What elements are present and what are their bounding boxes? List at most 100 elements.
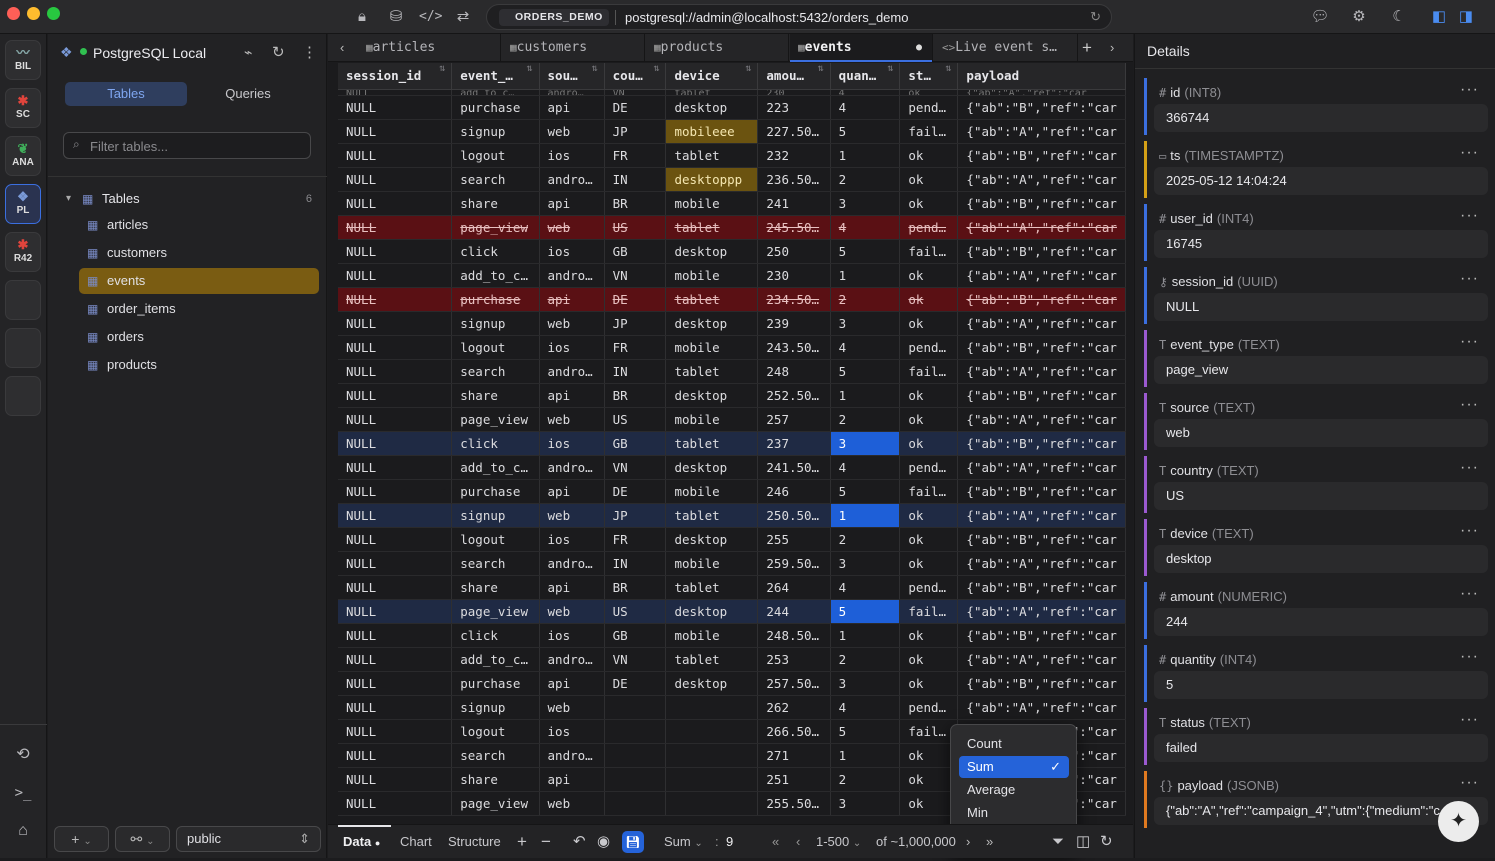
table-row[interactable]: NULL add_to_c… andro… VN tablet 253 2 ok {"ab":"… <box>338 647 1126 672</box>
table-cell[interactable]: US <box>604 407 667 432</box>
tab-queries[interactable]: Queries <box>225 86 271 101</box>
sidebar-table-products[interactable]: ▦ products <box>79 352 319 378</box>
table-cell[interactable]: tablet <box>665 575 759 600</box>
sidebar-table-order-items[interactable]: ▦ order_items <box>79 296 319 322</box>
table-row[interactable]: NULL page_view web US desktop 244 5 fail… {"ab":… <box>338 599 1126 624</box>
table-cell[interactable]: {"ab":"A","ref":"car <box>957 311 1126 336</box>
more-icon[interactable]: ··· <box>1460 207 1479 224</box>
table-cell[interactable]: {"ab":"A","ref":"car <box>957 599 1126 624</box>
table-cell[interactable]: ok <box>899 263 959 288</box>
maximize-window-button[interactable] <box>47 7 60 20</box>
table-cell[interactable]: tablet <box>665 287 759 312</box>
table-cell[interactable]: DE <box>604 671 667 696</box>
more-icon[interactable]: ··· <box>1460 459 1479 476</box>
sort-icon[interactable]: ⇅ <box>439 63 446 74</box>
schema-select[interactable]: public ⇕ <box>176 826 321 852</box>
table-cell[interactable]: click <box>451 239 540 264</box>
table-cell[interactable]: andro… <box>539 359 605 384</box>
table-row[interactable]: NULL purchase api DE desktop 223 4 pend… {"ab":"… <box>338 95 1126 120</box>
table-cell[interactable]: mobile <box>665 479 759 504</box>
field-value[interactable]: failed <box>1154 734 1488 762</box>
more-icon[interactable]: ··· <box>1460 522 1479 539</box>
table-cell[interactable]: GB <box>604 431 667 456</box>
table-cell[interactable]: ok <box>899 647 959 672</box>
field-value[interactable]: {"ab":"A","ref":"campaign_4","utm":{"med… <box>1154 797 1488 825</box>
table-cell[interactable]: {"ab":"A","ref":"car <box>957 359 1126 384</box>
gear-icon[interactable]: ⚙ <box>1352 8 1366 25</box>
field-value[interactable]: 244 <box>1154 608 1488 636</box>
table-cell[interactable]: api <box>539 671 605 696</box>
table-cell[interactable]: andro… <box>539 551 605 576</box>
table-cell[interactable]: NULL <box>338 287 453 312</box>
table-row[interactable]: NULL share api BR tablet 264 4 pend… {"ab":"B","… <box>338 575 1126 600</box>
chat-icon[interactable]: 💬︎ <box>1310 8 1330 25</box>
table-cell[interactable]: ios <box>539 239 605 264</box>
refresh-icon[interactable]: ↻ <box>272 44 285 61</box>
table-cell[interactable]: signup <box>451 695 540 720</box>
table-cell[interactable]: 253 <box>757 647 831 672</box>
table-cell[interactable]: GB <box>604 239 667 264</box>
table-cell[interactable]: 5 <box>830 719 901 744</box>
table-cell[interactable]: 3 <box>830 311 901 336</box>
table-cell[interactable]: desktop <box>665 311 759 336</box>
table-cell[interactable]: fail… <box>899 239 959 264</box>
table-cell[interactable]: 266.50… <box>757 719 831 744</box>
table-cell[interactable]: 1 <box>830 743 901 768</box>
aggregate-option-count[interactable]: Count <box>959 733 1069 755</box>
refresh-icon[interactable]: ↻ <box>1100 833 1113 850</box>
table-cell[interactable]: BR <box>604 191 667 216</box>
table-cell[interactable]: NULL <box>338 599 453 624</box>
table-cell[interactable]: VN <box>604 89 667 96</box>
table-cell[interactable] <box>604 767 667 792</box>
table-cell[interactable]: NULL <box>338 431 453 456</box>
connection-bil[interactable]: 〰 BIL <box>5 40 41 80</box>
table-cell[interactable]: logout <box>451 527 540 552</box>
table-cell[interactable]: ok <box>899 89 959 96</box>
next-page-icon[interactable]: › <box>966 834 971 849</box>
table-cell[interactable]: 234.50… <box>757 287 831 312</box>
table-cell[interactable]: desktop <box>665 239 759 264</box>
table-cell[interactable]: signup <box>451 119 540 144</box>
table-cell[interactable]: NULL <box>338 455 453 480</box>
table-cell[interactable]: web <box>539 791 605 816</box>
table-cell[interactable]: {"ab":"B","ref":"car <box>957 527 1126 552</box>
page-range-select[interactable]: 1-500 ⌄ <box>816 825 861 859</box>
table-row[interactable]: NULL purchase api DE mobile 246 5 fail… {"ab":"B… <box>338 479 1126 504</box>
home-icon[interactable]: ⌂ <box>18 822 28 839</box>
table-cell[interactable]: {"ab":"A","ref":"car <box>957 167 1126 192</box>
table-cell[interactable]: 241.50… <box>757 455 831 480</box>
aggregate-select[interactable]: Sum ⌄ <box>664 825 703 859</box>
table-cell[interactable]: 251 <box>757 767 831 792</box>
table-cell[interactable]: NULL <box>338 719 453 744</box>
field-value[interactable]: 366744 <box>1154 104 1488 132</box>
table-cell[interactable]: desktop <box>665 599 759 624</box>
right-panel-toggle-icon[interactable]: ◨ <box>1458 8 1474 25</box>
table-cell[interactable] <box>604 695 667 720</box>
table-cell[interactable]: 1 <box>830 143 901 168</box>
table-cell[interactable] <box>665 695 759 720</box>
more-icon[interactable]: ··· <box>1460 396 1479 413</box>
table-cell[interactable]: 4 <box>830 95 901 120</box>
add-button[interactable]: + ⌄ <box>54 826 109 852</box>
field-value[interactable]: desktop <box>1154 545 1488 573</box>
table-cell[interactable]: purchase <box>451 95 540 120</box>
connection-sc[interactable]: ✱ SC <box>5 88 41 128</box>
table-cell[interactable]: ios <box>539 719 605 744</box>
table-cell[interactable]: NULL <box>338 359 453 384</box>
more-icon[interactable]: ··· <box>1460 144 1479 161</box>
more-icon[interactable]: ··· <box>1460 81 1479 98</box>
table-cell[interactable]: GB <box>604 623 667 648</box>
empty-connection-slot[interactable] <box>5 376 41 416</box>
field-value[interactable]: NULL <box>1154 293 1488 321</box>
ai-assistant-sparkle-icon[interactable]: ✦ <box>1438 801 1479 842</box>
table-cell[interactable]: DE <box>604 287 667 312</box>
swap-icon[interactable]: ⇄ <box>456 8 470 25</box>
table-cell[interactable]: {"ab":"B","ref":"car <box>957 287 1126 312</box>
table-cell[interactable] <box>665 791 759 816</box>
table-cell[interactable]: tablet <box>665 215 759 240</box>
table-cell[interactable]: 259.50… <box>757 551 831 576</box>
table-cell[interactable]: andro… <box>539 263 605 288</box>
table-cell[interactable]: {"ab":"B","ref":"car <box>957 671 1126 696</box>
table-row[interactable]: NULL purchase api DE tablet 234.50… 2 ok {"ab":"… <box>338 287 1126 312</box>
table-cell[interactable]: 4 <box>830 215 901 240</box>
